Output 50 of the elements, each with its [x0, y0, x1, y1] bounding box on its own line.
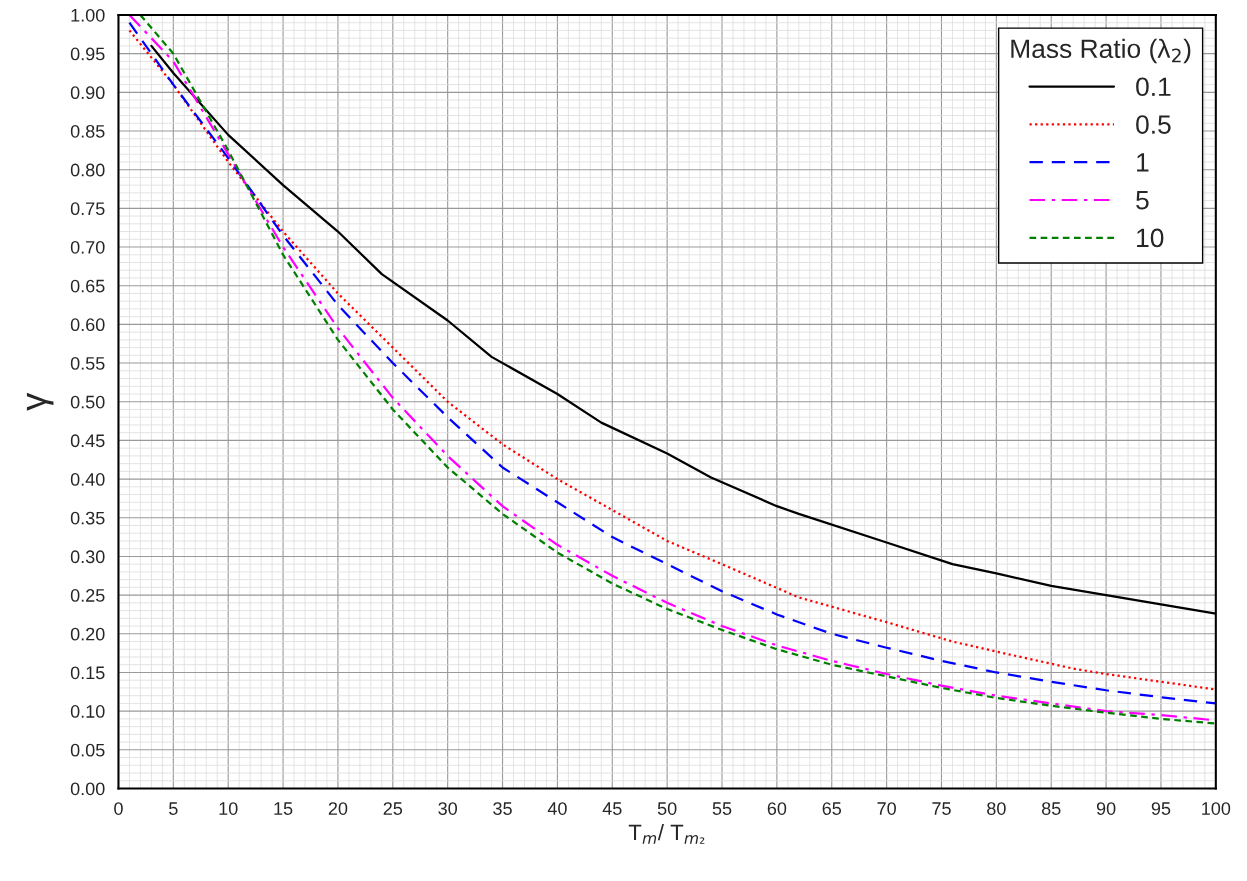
x-tick-label: 90: [1096, 802, 1116, 815]
x-tick-label: 70: [877, 802, 896, 815]
x-tick-label: 10: [219, 802, 238, 815]
y-tick-label: 0.65: [70, 279, 105, 293]
y-tick-label: 0.60: [70, 318, 105, 332]
y-tick-label: 1.00: [71, 8, 105, 22]
x-tick-label: 20: [328, 802, 348, 815]
y-tick-label: 0.25: [70, 589, 105, 602]
y-tick-label: 0.40: [70, 473, 105, 486]
x-tick-label: 0: [114, 802, 123, 815]
x-tick-label: 15: [274, 802, 293, 815]
y-tick-label: 0.50: [70, 395, 105, 409]
x-axis-title: T$_{m}$/ T$_{m₂}$: [628, 823, 705, 844]
x-tick-label: 40: [547, 802, 567, 815]
y-tick-label: 0.80: [70, 163, 105, 177]
x-tick-label: 50: [657, 802, 677, 815]
x-tick-label: 95: [1151, 802, 1171, 815]
legend-label: 5: [1136, 191, 1149, 210]
y-tick-label: 0.10: [70, 705, 105, 718]
y-tick-label: 0.90: [70, 86, 105, 100]
x-tick-label: 60: [767, 802, 787, 815]
x-tick-label: 25: [383, 802, 403, 815]
x-tick-label: 30: [438, 802, 458, 815]
x-tick-label: 85: [1041, 802, 1061, 815]
x-tick-label: 65: [822, 802, 842, 815]
x-tick-label: 55: [712, 802, 732, 815]
y-tick-label: 0.00: [70, 782, 105, 796]
y-axis-title: γ: [26, 392, 54, 411]
legend-label: 10: [1137, 228, 1164, 248]
y-tick-label: 0.30: [70, 550, 105, 564]
legend-title: Mass Ratio (λ$_{2}$): [1011, 38, 1191, 64]
y-tick-label: 0.70: [70, 240, 105, 254]
legend-label: 0.5: [1136, 115, 1171, 134]
x-tick-label: 5: [169, 802, 178, 815]
legend-label: 0.1: [1136, 77, 1171, 97]
y-tick-label: 0.85: [70, 124, 105, 138]
x-tick-label: 35: [493, 802, 512, 815]
legend-label: 1: [1137, 153, 1149, 172]
y-tick-label: 0.95: [70, 47, 105, 61]
y-tick-label: 0.35: [70, 511, 105, 525]
y-tick-label: 0.75: [70, 202, 105, 216]
x-tick-label: 80: [987, 802, 1006, 815]
x-tick-label: 100: [1202, 802, 1231, 815]
x-tick-label: 75: [932, 802, 951, 815]
y-tick-label: 0.05: [70, 743, 105, 757]
y-tick-label: 0.20: [70, 627, 105, 641]
x-tick-label: 45: [602, 802, 622, 815]
y-tick-label: 0.55: [70, 356, 105, 370]
y-tick-label: 0.45: [70, 434, 105, 448]
y-tick-label: 0.15: [70, 666, 105, 680]
